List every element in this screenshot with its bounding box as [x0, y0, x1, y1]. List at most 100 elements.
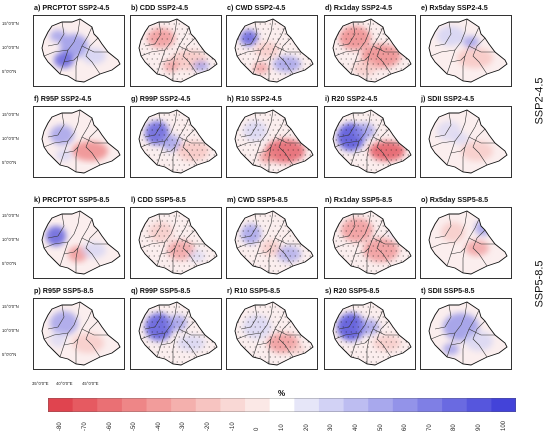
admin-boundary	[252, 301, 274, 358]
lat-label: 15°0'0"N	[2, 21, 19, 26]
colorbar-swatch	[269, 398, 295, 412]
admin-boundary	[75, 309, 93, 364]
map-panel: a) PRCPTOT SSP2-4.5	[33, 3, 127, 89]
admin-boundary	[256, 247, 272, 255]
change-region	[253, 62, 269, 74]
lat-label: 5°0'0"N	[2, 352, 17, 357]
admin-boundary	[446, 210, 468, 267]
change-region	[147, 28, 175, 48]
lat-label: 5°0'0"N	[2, 69, 17, 74]
map-frame	[33, 298, 125, 370]
colorbar-tick-label: -50	[131, 422, 138, 431]
admin-boundary	[182, 320, 198, 358]
admin-boundary	[268, 26, 286, 81]
colorbar-swatch	[121, 398, 148, 412]
admin-boundary	[160, 55, 176, 63]
colorbar-swatch	[146, 398, 172, 412]
admin-boundary	[354, 146, 370, 154]
country-outline	[332, 109, 412, 174]
change-region	[353, 60, 377, 76]
admin-boundary	[268, 309, 286, 364]
change-region	[241, 224, 261, 244]
colorbar-tick-label: 20	[303, 424, 310, 431]
panel-title: b) CDD SSP2-4.5	[131, 3, 189, 12]
admin-boundary	[81, 237, 108, 245]
admin-boundary	[236, 49, 262, 57]
lat-label: 5°0'0"N	[2, 160, 17, 165]
admin-boundary	[144, 21, 162, 47]
map-panel: q) R99P SSP5-8.5	[130, 286, 224, 372]
panel-title: t) SDII SSP5-8.5	[421, 286, 475, 295]
admin-boundary	[59, 109, 81, 166]
map-frame	[226, 15, 318, 87]
admin-boundary	[240, 213, 258, 239]
ethiopia-map	[332, 301, 412, 366]
admin-boundary	[236, 140, 262, 148]
admin-boundary	[372, 136, 399, 144]
admin-boundary	[434, 304, 452, 330]
admin-boundary	[256, 55, 272, 63]
colorbar-swatch	[392, 398, 418, 412]
admin-boundary	[47, 213, 65, 239]
ethiopia-map	[234, 301, 314, 366]
colorbar-swatch	[318, 398, 345, 412]
change-region	[359, 319, 379, 335]
ethiopia-map	[332, 18, 412, 83]
change-region	[243, 315, 271, 339]
change-region	[50, 311, 78, 335]
admin-boundary	[338, 112, 356, 138]
admin-boundary	[59, 18, 81, 75]
ethiopia-map	[332, 210, 412, 275]
map-frame	[130, 106, 222, 178]
ethiopia-map	[138, 301, 218, 366]
map-frame	[420, 15, 512, 87]
admin-boundary	[75, 218, 93, 273]
admin-boundary	[81, 45, 108, 53]
panel-title: n) Rx1day SSP5-8.5	[325, 195, 393, 204]
admin-boundary	[338, 213, 356, 239]
admin-boundary	[178, 136, 205, 144]
map-panel: h) R10 SSP2-4.5	[226, 94, 320, 180]
admin-boundary	[140, 241, 166, 249]
admin-boundary	[75, 26, 93, 81]
change-region	[373, 335, 401, 351]
map-panel: e) Rx5day SSP2-4.5	[420, 3, 514, 89]
admin-boundary	[63, 146, 79, 154]
country-outline	[428, 301, 508, 366]
admin-boundary	[81, 328, 108, 336]
ethiopia-map	[41, 109, 121, 174]
colorbar-swatch	[442, 398, 468, 412]
panel-title: l) CDD SSP5-8.5	[131, 195, 186, 204]
map-frame	[33, 106, 125, 178]
admin-boundary	[59, 301, 81, 358]
change-region	[259, 151, 275, 163]
lat-label: 5°0'0"N	[2, 261, 17, 266]
map-frame	[324, 106, 416, 178]
admin-boundary	[450, 247, 466, 255]
lon-label-45: 45°0'0"E	[82, 381, 99, 386]
admin-boundary	[172, 309, 190, 364]
lat-label: 15°0'0"N	[2, 213, 19, 218]
admin-boundary	[338, 21, 356, 47]
change-region	[50, 125, 74, 145]
map-frame	[130, 298, 222, 370]
admin-boundary	[278, 128, 294, 166]
admin-boundary	[462, 117, 480, 172]
admin-boundary	[240, 21, 258, 47]
change-region	[50, 30, 66, 42]
ethiopia-map	[41, 301, 121, 366]
admin-boundary	[240, 304, 258, 330]
country-fill	[42, 211, 120, 274]
admin-boundary	[376, 320, 392, 358]
admin-boundary	[468, 136, 495, 144]
admin-boundary	[75, 117, 93, 172]
admin-boundary	[446, 301, 468, 358]
change-region	[443, 343, 459, 355]
colorbar-tick-label: 100	[500, 420, 507, 431]
admin-boundary	[172, 26, 190, 81]
admin-boundary	[472, 320, 488, 358]
admin-boundary	[256, 146, 272, 154]
change-region	[82, 48, 106, 64]
admin-boundary	[63, 247, 79, 255]
admin-boundary	[240, 112, 258, 138]
